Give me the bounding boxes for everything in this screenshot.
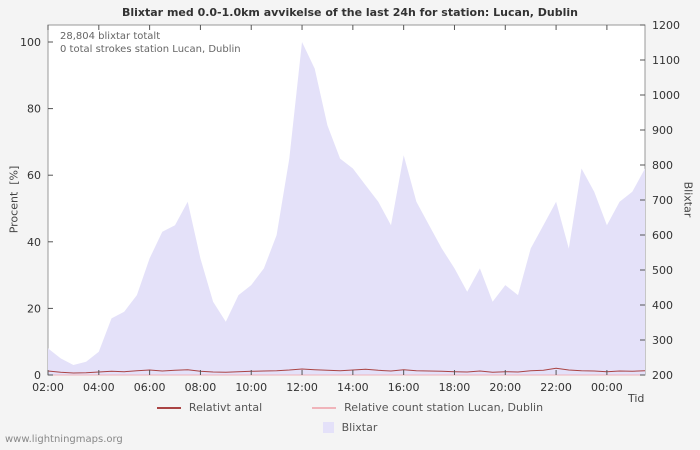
right-tick-label: 800 <box>652 159 673 172</box>
left-tick-label: 20 <box>27 302 41 315</box>
relative-count-line-swatch <box>312 406 337 409</box>
right-tick-label: 400 <box>652 299 673 312</box>
left-tick-label: 80 <box>27 103 41 116</box>
total-strokes-annotation: 28,804 blixtar totalt <box>60 31 161 42</box>
x-tick-label: 04:00 <box>83 381 115 394</box>
right-tick-label: 300 <box>652 334 673 347</box>
left-tick-label: 60 <box>27 169 41 182</box>
x-tick-label: 16:00 <box>388 381 420 394</box>
station-strokes-annotation: 0 total strokes station Lucan, Dublin <box>60 44 241 55</box>
legend-item-relative-count: Relative count station Lucan, Dublin <box>312 401 543 414</box>
right-tick-label: 1200 <box>652 19 680 32</box>
right-tick-label: 500 <box>652 264 673 277</box>
blixtar-area-series <box>48 42 645 375</box>
x-tick-label: 08:00 <box>185 381 217 394</box>
legend-label-blixtar: Blixtar <box>341 421 378 434</box>
x-tick-label: 12:00 <box>286 381 318 394</box>
legend-item-blixtar: Blixtar <box>322 421 378 434</box>
blixtar-area-swatch <box>322 422 334 433</box>
chart-title: Blixtar med 0.0-1.0km avvikelse of the l… <box>121 6 578 19</box>
right-tick-label: 1100 <box>652 54 680 67</box>
legend: Relativt antal Relative count station Lu… <box>0 401 700 441</box>
watermark: www.lightningmaps.org <box>5 434 123 445</box>
x-axis-label: Tid <box>628 392 645 405</box>
left-tick-label: 0 <box>34 369 41 382</box>
y-axis-label-right: Blixtar <box>681 181 695 218</box>
right-tick-label: 200 <box>652 369 673 382</box>
x-tick-label: 14:00 <box>337 381 369 394</box>
right-tick-label: 700 <box>652 194 673 207</box>
right-tick-label: 600 <box>652 229 673 242</box>
x-tick-label: 20:00 <box>489 381 521 394</box>
y-axis-label-left: Procent [%] <box>7 165 21 234</box>
x-tick-label: 06:00 <box>134 381 166 394</box>
legend-label-relativt-antal: Relativt antal <box>188 401 263 414</box>
relativt-antal-line <box>47 367 646 374</box>
x-tick-label: 18:00 <box>439 381 471 394</box>
legend-label-relative-count: Relative count station Lucan, Dublin <box>344 401 544 414</box>
relativt-antal-line-swatch <box>156 406 181 409</box>
left-tick-label: 40 <box>27 236 41 249</box>
right-tick-label: 900 <box>652 124 673 137</box>
legend-row-lines: Relativt antal Relative count station Lu… <box>0 401 700 414</box>
legend-row-area: Blixtar <box>0 421 700 434</box>
x-tick-label: 00:00 <box>591 381 623 394</box>
x-tick-label: 02:00 <box>32 381 64 394</box>
right-tick-label: 1000 <box>652 89 680 102</box>
x-tick-label: 22:00 <box>540 381 572 394</box>
left-tick-label: 100 <box>20 36 41 49</box>
legend-item-relativt-antal: Relativt antal <box>156 401 263 414</box>
x-tick-label: 10:00 <box>235 381 267 394</box>
